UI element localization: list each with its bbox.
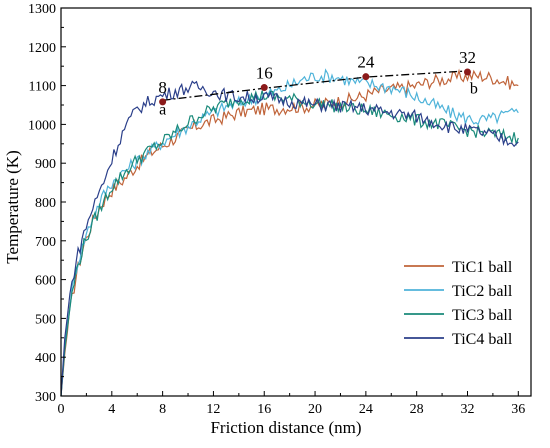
marker-point-2 (260, 84, 268, 92)
x-tick-label: 16 (257, 402, 271, 417)
y-tick-label: 1100 (29, 80, 56, 95)
legend-label-2: TiC2 ball (452, 283, 513, 300)
y-tick-label: 700 (35, 235, 56, 250)
legend-label-1: TiC1 ball (452, 259, 513, 276)
x-tick-label: 0 (58, 402, 65, 417)
x-tick-label: 20 (308, 402, 322, 417)
y-tick-label: 1300 (28, 2, 56, 17)
x-tick-label: 28 (410, 402, 424, 417)
y-tick-label: 1200 (28, 41, 56, 56)
x-tick-label: 24 (359, 402, 373, 417)
x-axis-label: Friction distance (nm) (210, 418, 361, 437)
series-line-2 (60, 68, 519, 397)
x-tick-label: 8 (159, 402, 166, 417)
y-tick-label: 300 (35, 390, 56, 405)
annotation-b: b (470, 80, 478, 97)
x-tick-label: 32 (460, 402, 474, 417)
series-line-3 (60, 90, 519, 397)
marker-label-3: 24 (357, 53, 375, 72)
x-tick-label: 4 (108, 402, 115, 417)
x-tick-label: 36 (511, 402, 525, 417)
y-tick-label: 400 (35, 351, 56, 366)
marker-label-1: 8 (158, 78, 167, 97)
marker-point-1 (159, 98, 167, 106)
series-line-4 (60, 80, 519, 397)
trend-line (162, 70, 468, 101)
y-tick-label: 900 (35, 157, 56, 172)
series-line-1 (60, 68, 519, 397)
legend-label-3: TiC3 ball (452, 307, 513, 324)
marker-label-4: 32 (459, 48, 476, 67)
y-tick-label: 500 (35, 312, 56, 327)
y-tick-label: 1000 (28, 118, 56, 133)
marker-point-3 (362, 73, 370, 81)
marker-point-4 (463, 68, 471, 76)
y-tick-label: 600 (35, 274, 56, 289)
legend-label-4: TiC4 ball (452, 331, 513, 348)
y-tick-label: 800 (35, 196, 56, 211)
plot-area: 8 16 24 32 a b 0 4 8 12 16 20 24 28 32 36 300 400 500 600 70… (28, 2, 532, 417)
marker-label-2: 16 (256, 64, 273, 83)
annotation-a: a (159, 102, 166, 119)
x-tick-label: 12 (206, 402, 220, 417)
y-axis-label: Temperature (K) (3, 150, 22, 264)
